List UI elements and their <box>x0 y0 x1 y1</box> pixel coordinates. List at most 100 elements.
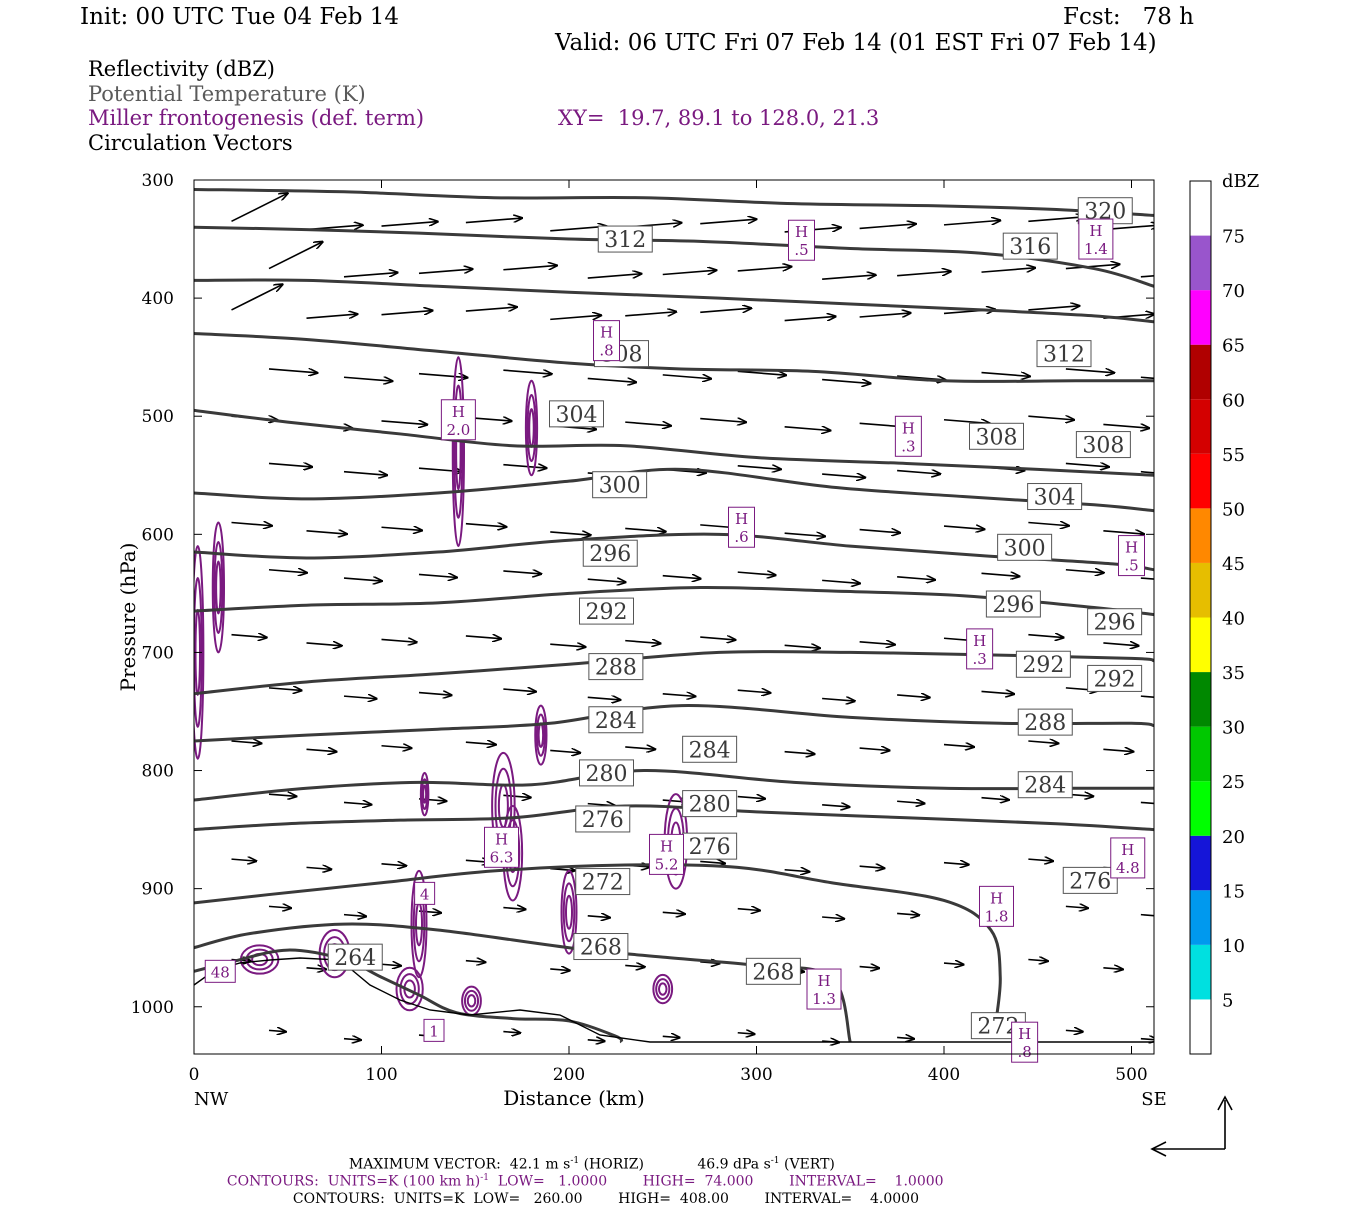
init-time: Init: 00 UTC Tue 04 Feb 14 <box>80 4 400 30</box>
circulation-vector <box>625 641 660 644</box>
frontogenesis-contour <box>194 545 205 760</box>
reference-vector-icon <box>1150 1095 1233 1157</box>
circulation-vector <box>306 531 348 534</box>
circulation-vector <box>981 573 1020 576</box>
circulation-vector <box>625 528 666 531</box>
circulation-vector <box>1028 741 1058 743</box>
frontogenesis-high: H.6 <box>728 506 755 548</box>
circulation-vector <box>503 571 541 574</box>
circulation-vector <box>550 532 591 535</box>
frontogenesis-high: H.5 <box>1118 535 1145 577</box>
circulation-vector <box>1103 643 1138 646</box>
high-box <box>440 399 476 441</box>
high-box <box>894 415 922 457</box>
theta-label: 288 <box>1017 708 1073 736</box>
frontogenesis-contour <box>422 784 428 804</box>
y-tick-label: 1000 <box>131 998 174 1018</box>
colorbar-segment <box>1190 781 1211 836</box>
theta-label-box <box>1062 866 1118 894</box>
theta-label: 292 <box>1087 664 1143 692</box>
circulation-vector <box>662 576 701 579</box>
high-box <box>1118 535 1145 577</box>
theta-contour-304 <box>194 408 1154 477</box>
high-value: .6 <box>734 528 748 546</box>
front-contour-interval: INTERVAL= 1.0000 <box>789 1173 944 1190</box>
theta-label-box <box>549 400 604 428</box>
circulation-vector <box>503 265 557 271</box>
circulation-vector <box>700 219 756 225</box>
circulation-vector <box>822 580 860 583</box>
circulation-vector <box>268 369 317 373</box>
theta-label-text: 292 <box>1022 653 1064 678</box>
x-tick-label: 200 <box>553 1065 585 1085</box>
colorbar-frame <box>1189 180 1212 1055</box>
colorbar-segment <box>1190 835 1211 891</box>
theta-label-text: 292 <box>1094 667 1136 692</box>
theta-label-text: 308 <box>976 425 1018 450</box>
circulation-vector <box>1065 369 1114 373</box>
front-contour-units-exp: -1 <box>480 1173 489 1183</box>
circulation-vector <box>981 373 1030 377</box>
legend-xy: XY= 19.7, 89.1 to 128.0, 21.3 <box>558 106 880 130</box>
high-letter: H <box>660 837 673 855</box>
y-tick-label: 400 <box>142 289 174 309</box>
circulation-vector <box>784 752 815 754</box>
theta-contour-272 <box>194 863 1002 1031</box>
circulation-vector <box>465 961 486 963</box>
theta-label: 300 <box>997 533 1053 561</box>
theta-label-box <box>682 790 738 818</box>
theta-label-text: 284 <box>595 709 637 734</box>
circulation-vector <box>503 689 536 692</box>
circulation-vector <box>268 906 291 908</box>
theta-contour-label: CONTOURS: <box>292 1191 385 1207</box>
colorbar-level: 50 <box>1222 499 1245 520</box>
frontogenesis-contour <box>534 704 548 766</box>
circulation-vector <box>306 643 342 646</box>
circulation-vector <box>897 471 940 474</box>
front-contour-high: HIGH= 74.000 <box>642 1173 754 1190</box>
circulation-vector <box>503 1032 520 1033</box>
high-box <box>484 826 519 868</box>
theta-label: 312 <box>597 225 653 253</box>
terrain-line <box>193 957 1154 1043</box>
theta-label-box <box>575 868 631 896</box>
theta-contour-288 <box>194 649 1154 696</box>
circulation-vector <box>1028 523 1069 526</box>
circulation-vector <box>268 794 296 796</box>
colorbar: 5 10 15 20 25 30 35 40 45 50 55 60 65 70 75 dBZ <box>1189 171 1259 1055</box>
circulation-vector <box>550 226 606 232</box>
theta-label-text: 316 <box>1009 235 1051 260</box>
circulation-vector <box>306 867 332 869</box>
circulation-vector <box>343 472 387 475</box>
circulation-vector <box>343 802 371 804</box>
circulation-vector <box>1028 635 1063 638</box>
circulation-vector <box>822 474 865 477</box>
theta-contour-312 <box>194 278 1154 324</box>
circulation-vector <box>737 466 781 469</box>
circulation-vector <box>625 422 671 426</box>
high-letter: H <box>817 972 830 990</box>
circulation-vector <box>662 270 717 276</box>
theta-label-text: 296 <box>992 593 1034 618</box>
high-value: .3 <box>972 650 986 668</box>
colorbar-segment <box>1190 890 1211 945</box>
circulation-vector <box>897 913 919 915</box>
theta-label-box <box>582 539 638 567</box>
circulation-vector <box>737 1033 755 1034</box>
high-letter: H <box>1121 841 1134 859</box>
theta-label-text: 300 <box>599 474 641 499</box>
circulation-vector <box>418 693 452 696</box>
circulation-vector <box>943 526 985 529</box>
circulation-vector <box>343 1039 361 1040</box>
high-letter: H <box>495 830 508 848</box>
theta-label: 264 <box>327 943 383 971</box>
high-letter: H <box>1125 539 1138 557</box>
theta-label-box <box>997 533 1053 561</box>
circulation-vector <box>381 311 433 316</box>
front-label-box <box>414 881 436 905</box>
circulation-vector <box>268 1030 286 1031</box>
high-value: .5 <box>794 241 808 259</box>
circulation-vector <box>381 222 438 227</box>
